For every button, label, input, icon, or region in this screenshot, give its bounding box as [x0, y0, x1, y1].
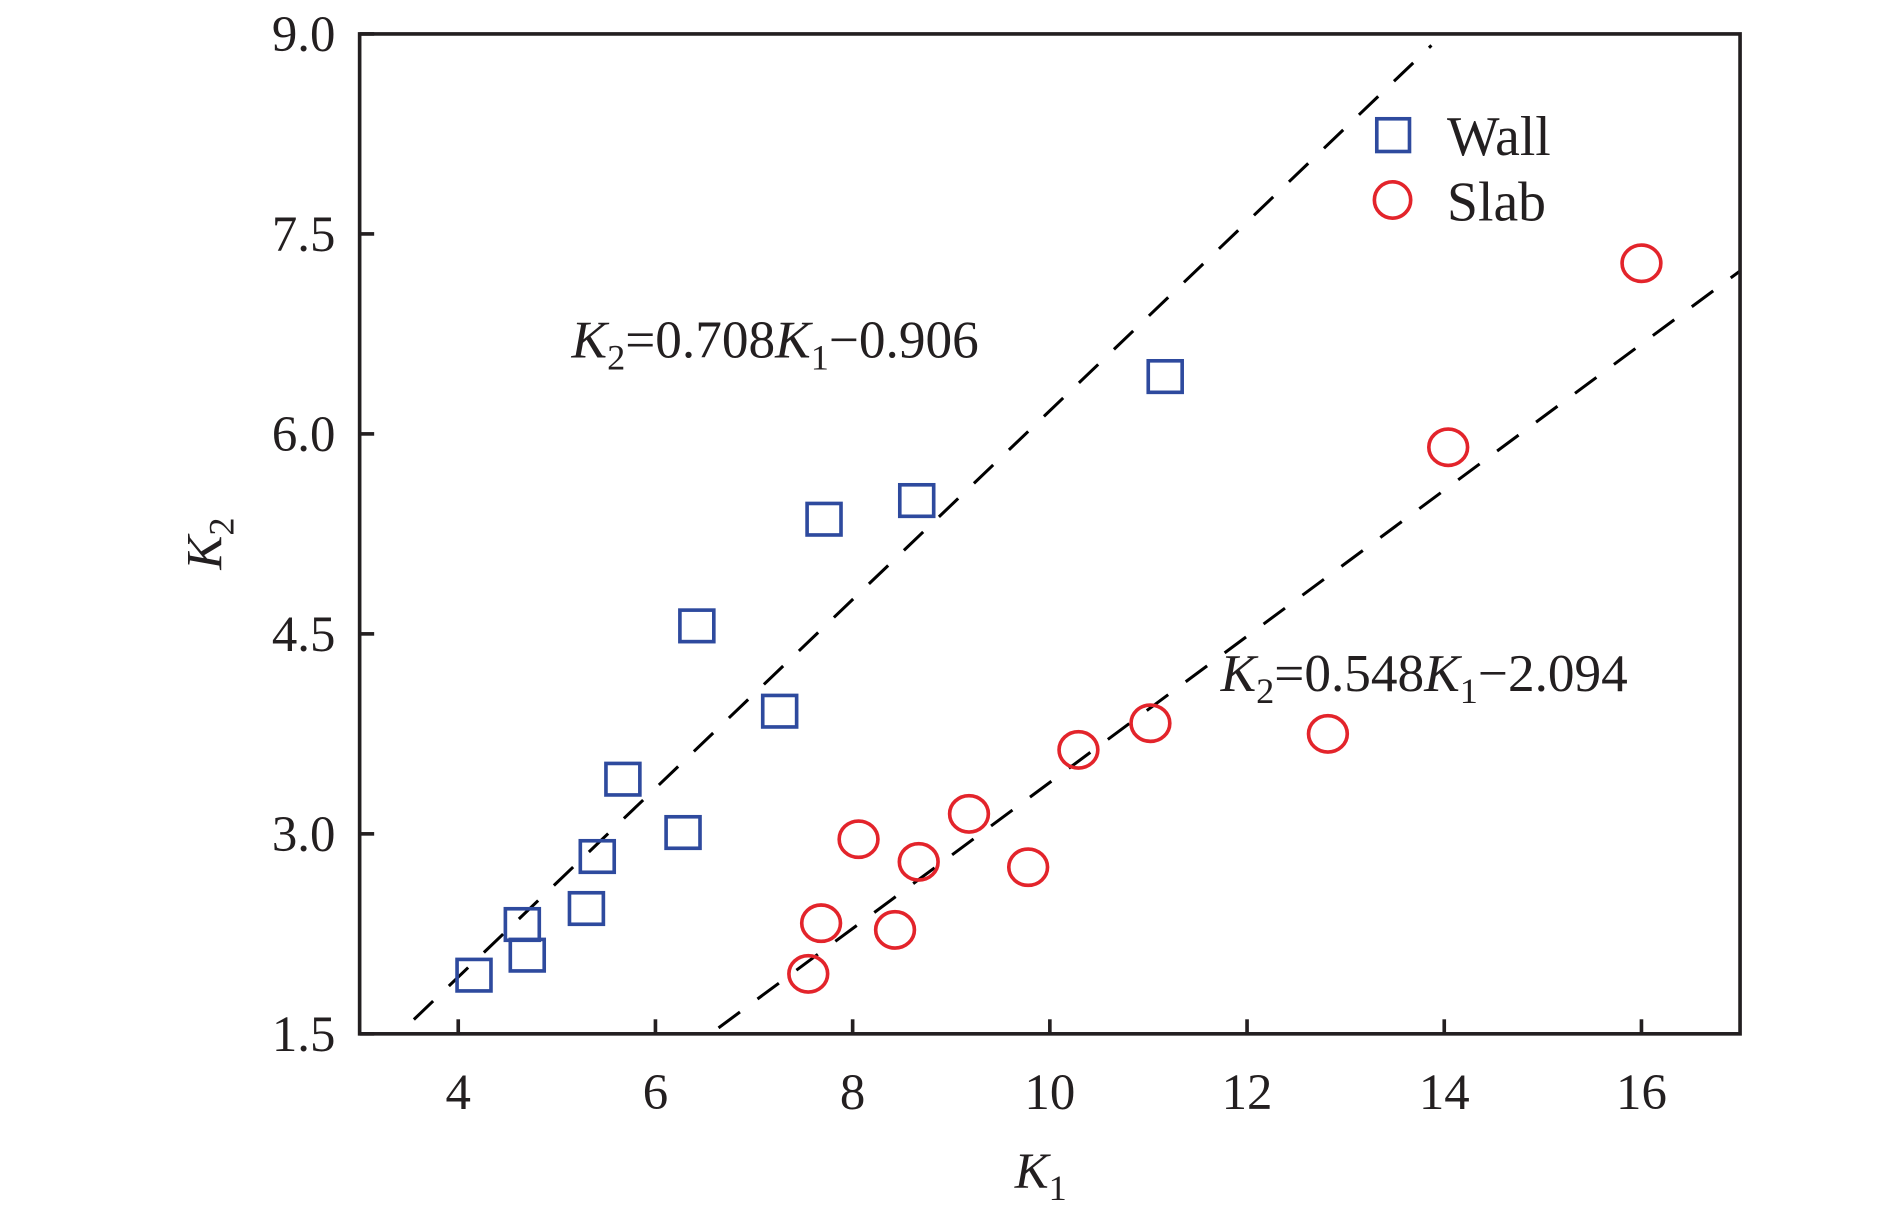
slab-point: [1306, 713, 1350, 754]
y-tick-label: 7.5: [272, 207, 336, 263]
x-tick-label: 6: [643, 1065, 668, 1121]
y-axis-label: K2: [178, 518, 242, 571]
wall-point: [508, 937, 547, 973]
slab-point: [897, 841, 940, 882]
y-tick-label: 4.5: [272, 607, 336, 663]
x-tick-label: 8: [840, 1065, 865, 1121]
slab-point: [947, 793, 991, 834]
x-tick-label: 4: [446, 1065, 471, 1121]
slab-fit-line: [717, 269, 1741, 1030]
x-tick-label: 12: [1222, 1065, 1273, 1121]
wall-point: [567, 890, 606, 927]
y-tick-label: 1.5: [272, 1007, 336, 1063]
x-tick-label: 10: [1024, 1065, 1075, 1121]
slab-point: [799, 903, 843, 944]
x-tick-label: 16: [1616, 1065, 1667, 1121]
x-tick-label: 14: [1419, 1065, 1470, 1121]
slab-point: [1620, 243, 1663, 284]
fit-lines: [412, 44, 1741, 1030]
wall-point: [760, 693, 799, 729]
wall-point: [897, 482, 936, 519]
data-points: [455, 243, 1663, 994]
slab-fit-equation: K2=0.548K1−2.094: [1220, 644, 1628, 711]
slab-point: [837, 819, 880, 860]
slab-point: [1006, 847, 1050, 888]
legend-slab-marker: [1372, 179, 1413, 220]
wall-point: [604, 761, 642, 797]
wall-point: [578, 838, 617, 875]
wall-point: [805, 501, 843, 537]
legend: Wall Slab: [1372, 106, 1551, 234]
x-axis-ticks: 4 6 8 10 12 14 16: [446, 1019, 1667, 1121]
slab-point: [1427, 427, 1470, 468]
wall-point: [664, 814, 702, 851]
y-tick-label: 9.0: [272, 7, 336, 63]
plot-frame: [357, 32, 1742, 1036]
wall-fit-line: [412, 44, 1433, 1021]
x-axis-label: K1: [1014, 1144, 1067, 1208]
slab-point: [787, 953, 830, 994]
wall-point: [1146, 358, 1184, 395]
y-tick-label: 3.0: [272, 807, 336, 863]
wall-point: [455, 957, 493, 993]
y-tick-label: 6.0: [272, 407, 336, 463]
slab-point: [1129, 703, 1172, 744]
slab-point: [873, 909, 917, 950]
legend-wall-marker: [1374, 116, 1412, 154]
wall-point: [503, 906, 542, 943]
y-axis-ticks: 1.5 3.0 4.5 6.0 7.5 9.0: [272, 7, 375, 1063]
wall-fit-equation: K2=0.708K1−0.906: [571, 311, 979, 378]
legend-wall-label: Wall: [1447, 106, 1551, 168]
wall-point: [678, 608, 716, 644]
slab-point: [1057, 729, 1100, 770]
legend-slab-label: Slab: [1447, 172, 1546, 234]
